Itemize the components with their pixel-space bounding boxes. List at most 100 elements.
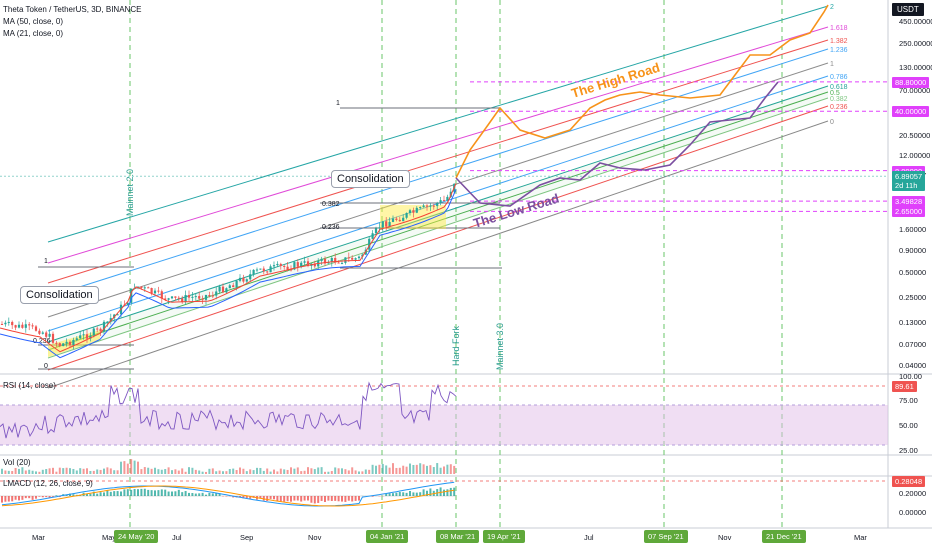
current-price-tag[interactable]: 6.89057 2d 11h <box>892 171 926 192</box>
lmacd-legend: LMACD (12, 26, close, 9) <box>3 479 93 488</box>
macd-histogram-bar <box>198 493 201 496</box>
candle-body <box>402 217 405 222</box>
volume-bar <box>432 467 435 474</box>
volume-bar <box>232 468 235 474</box>
candle-body <box>419 207 422 209</box>
macd-value-tag[interactable]: 0.28048 <box>892 476 926 487</box>
volume-bar <box>215 471 218 474</box>
candle-body <box>17 324 21 328</box>
volume-bar <box>181 468 184 474</box>
candle-body <box>34 326 38 331</box>
volume-bar <box>286 469 289 474</box>
candle-body <box>174 296 177 298</box>
macd-histogram-bar <box>330 496 333 501</box>
macd-histogram-bar <box>344 496 347 502</box>
candle-body <box>106 321 109 323</box>
price-tag[interactable]: 2.65000 <box>892 206 926 218</box>
candle-body <box>150 288 153 294</box>
time-pill-sep21[interactable]: 07 Sep '21 <box>644 530 688 543</box>
candle-body <box>306 261 310 266</box>
price-axis-label: 130.00000 <box>899 62 932 72</box>
time-label-jul-2: Jul <box>584 533 594 542</box>
mainnet2-label: Mainnet 2.0 <box>125 169 135 216</box>
volume-bar <box>147 467 150 474</box>
candle-body <box>436 203 439 207</box>
candle-body <box>425 205 429 207</box>
candle-body <box>116 314 119 316</box>
candle-body <box>221 286 225 293</box>
time-pill-hardfork[interactable]: 08 Mar '21 <box>436 530 480 543</box>
volume-bar <box>317 467 320 474</box>
price-axis-label: 0.07000 <box>899 340 927 350</box>
time-label-may: May <box>102 533 117 542</box>
candle-body <box>21 324 24 328</box>
macd-histogram-bar <box>167 491 170 496</box>
candle-body <box>320 258 323 261</box>
volume-bar <box>38 471 41 474</box>
macd-histogram-bar <box>269 496 272 499</box>
candle-body <box>4 322 7 325</box>
macd-histogram-bar <box>72 494 75 496</box>
macd-histogram-bar <box>358 496 360 501</box>
time-pill-mainnet3[interactable]: 19 Apr '21 <box>483 530 525 543</box>
fib-channel-line <box>47 120 829 389</box>
currency-badge[interactable]: USDT <box>892 3 924 16</box>
macd-histogram-bar <box>99 492 102 496</box>
volume-bar <box>171 470 173 474</box>
macd-histogram-bar <box>218 493 221 496</box>
candle-body <box>96 328 99 330</box>
volume-bar <box>31 470 34 474</box>
macd-histogram-bar <box>327 496 330 501</box>
macd-histogram-bar <box>41 496 44 498</box>
volume-bar <box>296 467 299 474</box>
volume-bar <box>86 468 88 474</box>
price-tag[interactable]: 88.80000 <box>892 76 930 88</box>
macd-histogram-bar <box>232 496 235 498</box>
macd-histogram-bar <box>28 496 31 499</box>
candle-body <box>89 335 92 339</box>
candle-body <box>351 257 354 260</box>
volume-bar <box>137 461 139 474</box>
volume-bar <box>409 463 411 474</box>
volume-bar <box>368 469 371 474</box>
macd-histogram-bar <box>188 492 190 496</box>
macd-histogram-bar <box>388 493 391 496</box>
price-axis-label: 250.00000 <box>899 38 932 48</box>
macd-histogram-bar <box>133 489 136 496</box>
price-tag[interactable]: 3.49828 <box>892 196 926 208</box>
macd-histogram-bar <box>409 491 411 496</box>
countdown: 2d 11h <box>895 181 918 191</box>
volume-bar <box>99 469 102 474</box>
price-tag[interactable]: 40.00000 <box>892 106 930 118</box>
macd-histogram-bar <box>273 496 275 500</box>
volume-bar <box>402 465 405 474</box>
candle-body <box>337 262 340 264</box>
volume-bar <box>453 465 456 474</box>
candle-body <box>422 205 425 208</box>
macd-histogram-bar <box>395 492 398 496</box>
volume-bar <box>415 464 418 474</box>
volume-bar <box>106 467 109 474</box>
candle-body <box>303 261 306 263</box>
time-pill-jan21[interactable]: 04 Jan '21 <box>366 530 409 543</box>
candle-body <box>184 295 187 302</box>
fib-retrace-label: 0.236 <box>33 338 51 345</box>
low-road-path <box>455 81 779 207</box>
candle-body <box>279 263 282 266</box>
candle-body <box>204 295 208 300</box>
candle-body <box>147 287 150 289</box>
volume-bar <box>385 465 388 474</box>
time-pill-mainnet2[interactable]: 24 May '20 <box>114 530 159 543</box>
rsi-value-tag[interactable]: 89.61 <box>892 381 917 392</box>
fib-channel-line <box>47 85 829 343</box>
volume-bar <box>388 467 391 474</box>
volume-bar <box>58 467 61 474</box>
time-pill-dec21[interactable]: 21 Dec '21 <box>762 530 806 543</box>
candle-body <box>79 335 82 339</box>
volume-bar <box>24 470 27 474</box>
candle-body <box>296 262 299 267</box>
macd-histogram-bar <box>303 496 306 501</box>
candle-body <box>255 269 259 271</box>
volume-bar <box>429 465 432 474</box>
